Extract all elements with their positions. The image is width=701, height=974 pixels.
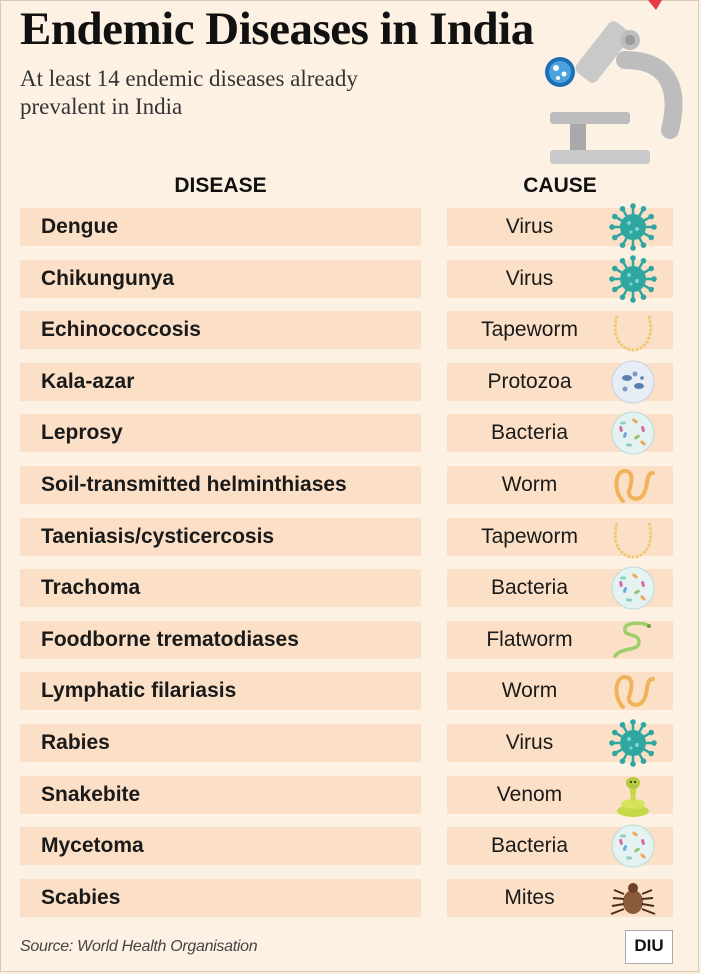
- cause-name: Tapeworm: [481, 524, 578, 548]
- table-row: Foodborne trematodiases Flatworm: [0, 620, 701, 659]
- table-row: Scabies Mites: [0, 878, 701, 917]
- cause-name: Bacteria: [490, 576, 569, 600]
- page-subtitle: At least 14 endemic diseases already pre…: [20, 66, 358, 119]
- cause-name: Flatworm: [486, 627, 573, 651]
- disease-name: Trachoma: [20, 569, 421, 608]
- cause-name: Bacteria: [490, 834, 569, 858]
- table-row: Echinococcosis Tapeworm: [0, 311, 701, 352]
- cause-cell: Bacteria: [447, 824, 673, 868]
- bacteria-icon: [611, 411, 655, 455]
- cause-name: Virus: [505, 731, 554, 754]
- disease-name: Kala-azar: [20, 362, 421, 401]
- cause-cell: Mites: [447, 878, 673, 917]
- disease-name: Dengue: [20, 208, 421, 246]
- tapeworm-icon: [613, 522, 653, 559]
- source-note: Source: World Health Organisation: [20, 938, 258, 955]
- microscope-icon: [545, 0, 683, 164]
- disease-name: Rabies: [20, 724, 421, 762]
- table-row: Kala-azar Protozoa: [0, 360, 701, 404]
- cause-name: Worm: [501, 679, 558, 703]
- cause-name: Worm: [501, 473, 558, 496]
- table-row: Soil-transmitted helminthiases Worm: [0, 466, 701, 504]
- diu-logo: DIU: [625, 930, 673, 964]
- virus-icon: [609, 203, 657, 251]
- cause-cell: Worm: [447, 466, 673, 504]
- cause-cell: Tapeworm: [447, 311, 673, 352]
- table-row: Chikungunya Virus: [0, 254, 701, 303]
- column-header-disease: DISEASE: [174, 174, 267, 197]
- cause-name: Protozoa: [487, 369, 572, 393]
- disease-name: Snakebite: [20, 775, 421, 814]
- table-row: Mycetoma Bacteria: [0, 824, 701, 868]
- cause-cell: Venom: [447, 775, 673, 817]
- column-header-cause: CAUSE: [523, 174, 597, 197]
- cause-name: Virus: [505, 215, 554, 238]
- cause-name: Bacteria: [490, 421, 569, 445]
- cause-cell: Virus: [447, 719, 673, 767]
- cause-cell: Flatworm: [447, 620, 673, 659]
- cause-name: Virus: [505, 266, 554, 290]
- disease-name: Lymphatic filariasis: [20, 672, 421, 711]
- mite-icon: [610, 882, 656, 915]
- cause-cell: Virus: [447, 203, 673, 251]
- table-row: Leprosy Bacteria: [0, 411, 701, 455]
- cause-name: Venom: [496, 782, 563, 806]
- bacteria-icon: [611, 566, 655, 610]
- table-row: Lymphatic filariasis Worm: [0, 672, 701, 711]
- disease-name: Leprosy: [20, 414, 421, 453]
- tapeworm-icon: [613, 315, 653, 352]
- cause-cell: Worm: [447, 672, 673, 711]
- page-title: Endemic Diseases in India: [20, 3, 534, 55]
- table-row: Snakebite Venom: [0, 775, 701, 817]
- disease-name: Taeniasis/cysticercosis: [20, 517, 421, 556]
- cause-cell: Virus: [447, 254, 673, 303]
- flatworm-icon: [613, 621, 651, 658]
- cause-name: Mites: [504, 885, 555, 909]
- worm-icon: [614, 468, 655, 503]
- disease-name: Mycetoma: [20, 827, 421, 866]
- disease-name: Echinococcosis: [20, 311, 421, 350]
- table-row: Rabies Virus: [0, 719, 701, 767]
- cause-cell: Protozoa: [447, 360, 673, 404]
- table-row: Dengue Virus: [0, 203, 701, 251]
- snake-icon: [617, 776, 649, 817]
- virus-icon: [609, 254, 657, 303]
- table-row: Trachoma Bacteria: [0, 566, 701, 610]
- disease-name: Soil-transmitted helminthiases: [20, 466, 421, 504]
- disease-name: Foodborne trematodiases: [20, 620, 421, 659]
- worm-icon: [614, 675, 655, 710]
- cause-cell: Bacteria: [447, 411, 673, 455]
- disease-name: Scabies: [20, 878, 421, 917]
- cause-cell: Bacteria: [447, 566, 673, 610]
- cause-name: Tapeworm: [481, 318, 578, 342]
- cause-cell: Tapeworm: [447, 517, 673, 559]
- table-row: Taeniasis/cysticercosis Tapeworm: [0, 517, 701, 559]
- protozoa-icon: [611, 360, 655, 404]
- virus-icon: [609, 719, 657, 767]
- disease-name: Chikungunya: [20, 259, 421, 298]
- bacteria-icon: [611, 824, 655, 868]
